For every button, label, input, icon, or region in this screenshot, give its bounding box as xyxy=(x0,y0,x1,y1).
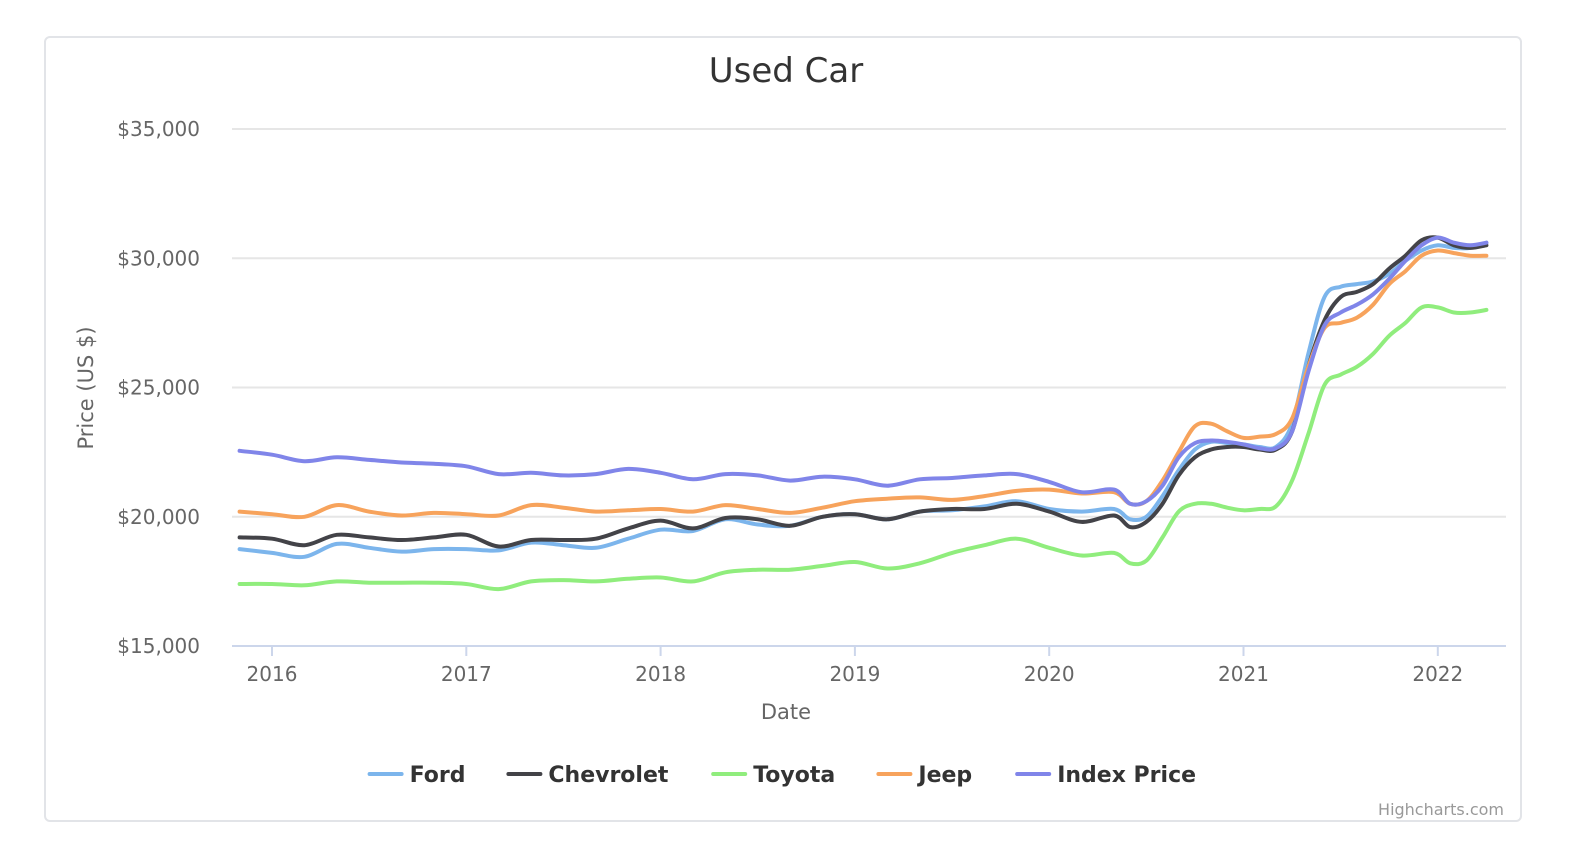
series-line-toyota[interactable] xyxy=(237,304,1489,592)
series-line-chevrolet[interactable] xyxy=(237,235,1489,549)
y-tick-label: $15,000 xyxy=(117,634,200,658)
legend-label: Chevrolet xyxy=(548,763,668,788)
legend-label: Toyota xyxy=(753,763,835,788)
y-tick-label: $35,000 xyxy=(117,117,200,141)
legend-label: Jeep xyxy=(916,763,972,788)
grid-lines xyxy=(232,128,1506,647)
legend: Ford Chevrolet Toyota Jeep Index Price xyxy=(367,763,1196,788)
y-axis-ticks: $15,000 $20,000 $25,000 $30,000 $35,000 xyxy=(117,117,200,658)
x-tick-label: 2018 xyxy=(635,662,686,686)
y-tick-label: $25,000 xyxy=(117,376,200,400)
series-line-jeep[interactable] xyxy=(237,248,1489,520)
credits-link[interactable]: Highcharts.com xyxy=(1378,800,1504,819)
legend-label: Index Price xyxy=(1057,763,1196,788)
legend-item-jeep[interactable]: Jeep xyxy=(876,763,972,788)
x-tick-label: 2020 xyxy=(1024,662,1075,686)
legend-item-index-price[interactable]: Index Price xyxy=(1015,763,1196,788)
series-line-ford[interactable] xyxy=(237,240,1489,560)
legend-item-ford[interactable]: Ford xyxy=(367,763,466,788)
y-tick-label: $30,000 xyxy=(117,246,200,270)
y-axis-title: Price (US $) xyxy=(74,326,98,449)
x-axis-ticks: 2016 2017 2018 2019 2020 2021 2022 xyxy=(247,646,1463,686)
legend-item-chevrolet[interactable]: Chevrolet xyxy=(506,763,669,788)
x-axis-title: Date xyxy=(761,700,811,724)
series-line-index-price[interactable] xyxy=(237,235,1489,507)
chart-container xyxy=(44,36,1522,822)
x-tick-label: 2019 xyxy=(829,662,880,686)
legend-label: Ford xyxy=(410,763,466,788)
x-tick-label: 2021 xyxy=(1218,662,1269,686)
x-tick-label: 2022 xyxy=(1412,662,1463,686)
chart-title: Used Car xyxy=(709,51,863,91)
y-tick-label: $20,000 xyxy=(117,505,200,529)
legend-item-toyota[interactable]: Toyota xyxy=(711,763,835,788)
x-tick-label: 2017 xyxy=(441,662,492,686)
plot-series xyxy=(237,235,1489,592)
x-tick-label: 2016 xyxy=(247,662,298,686)
